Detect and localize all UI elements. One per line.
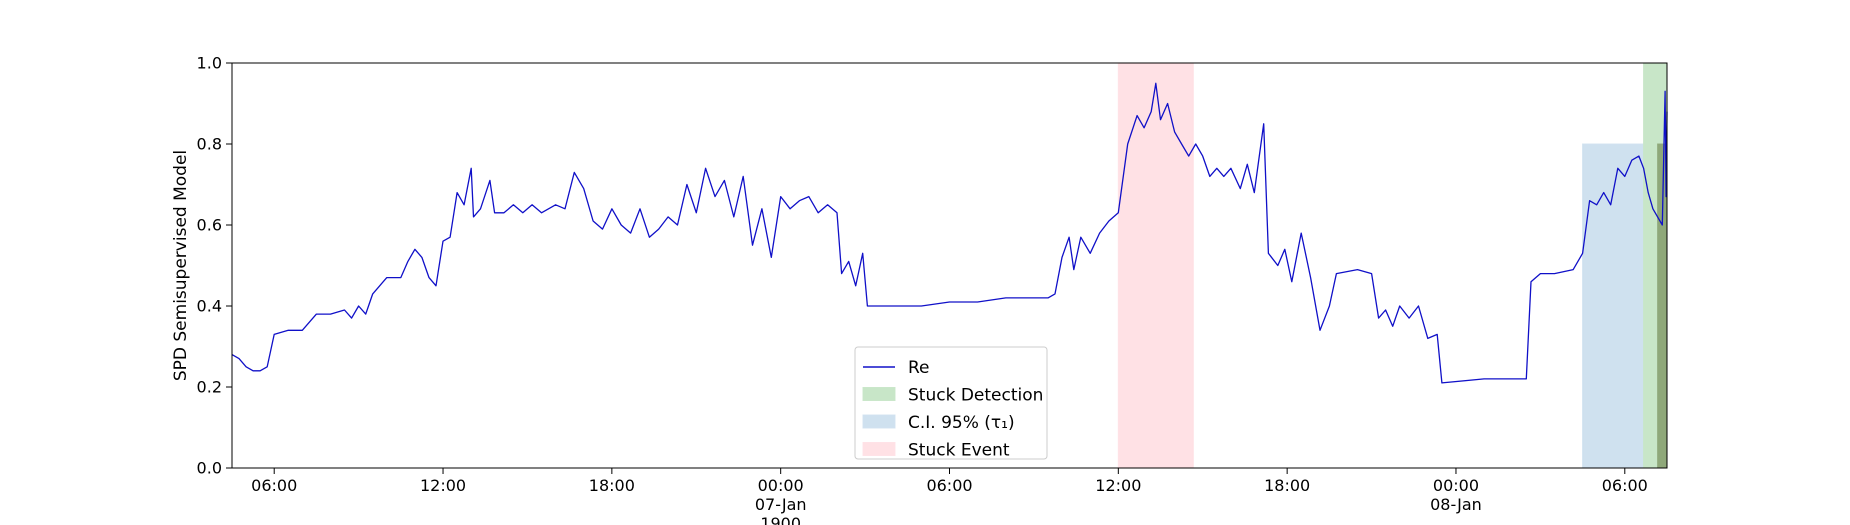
legend: Re Stuck Detection C.I. 95% (τ₁) Stuck Even… bbox=[854, 346, 1048, 461]
y-axis-label: SPD Semisupervised Model bbox=[171, 150, 191, 381]
x-tick-label-0: 06:00 bbox=[251, 476, 297, 495]
series-line-0 bbox=[231, 82, 1668, 384]
legend-label-0: Re bbox=[908, 358, 930, 378]
y-tick-label-0: 0.0 bbox=[197, 459, 222, 478]
legend-box bbox=[854, 346, 1048, 460]
x-tick-label-5: 12:00 bbox=[1095, 476, 1141, 495]
y-tick-label-1: 0.2 bbox=[197, 378, 222, 397]
x-tick-sublabel2-3: 1900 bbox=[760, 514, 801, 525]
x-tick-label-4: 06:00 bbox=[926, 476, 972, 495]
y-tick-label-3: 0.6 bbox=[197, 216, 222, 235]
legend-swatch-2 bbox=[862, 414, 896, 429]
legend-label-3: Stuck Event bbox=[908, 441, 1010, 461]
x-tick-sublabel-7: 08-Jan bbox=[1430, 495, 1482, 514]
x-tick-label-8: 06:00 bbox=[1602, 476, 1648, 495]
legend-label-1: Stuck Detection bbox=[908, 386, 1043, 406]
y-tick-label-2: 0.4 bbox=[197, 297, 222, 316]
x-tick-sublabel-3: 07-Jan bbox=[755, 495, 807, 514]
x-tick-label-7: 00:00 bbox=[1433, 476, 1479, 495]
y-tick-label-4: 0.8 bbox=[197, 135, 222, 154]
y-axis: 0.0 0.2 0.4 0.6 0.8 1.0 bbox=[197, 54, 232, 478]
x-tick-label-1: 12:00 bbox=[420, 476, 466, 495]
highlight-regions bbox=[1117, 62, 1668, 469]
x-tick-label-2: 18:00 bbox=[589, 476, 635, 495]
y-tick-label-5: 1.0 bbox=[197, 54, 222, 73]
x-tick-label-6: 18:00 bbox=[1264, 476, 1310, 495]
legend-swatch-3 bbox=[862, 442, 896, 456]
region-0 bbox=[1117, 62, 1194, 469]
series-layer bbox=[231, 82, 1668, 384]
legend-label-2: C.I. 95% (τ₁) bbox=[908, 413, 1015, 433]
legend-swatch-1 bbox=[862, 387, 896, 401]
region-1 bbox=[1582, 143, 1645, 469]
x-tick-label-3: 00:00 bbox=[758, 476, 804, 495]
